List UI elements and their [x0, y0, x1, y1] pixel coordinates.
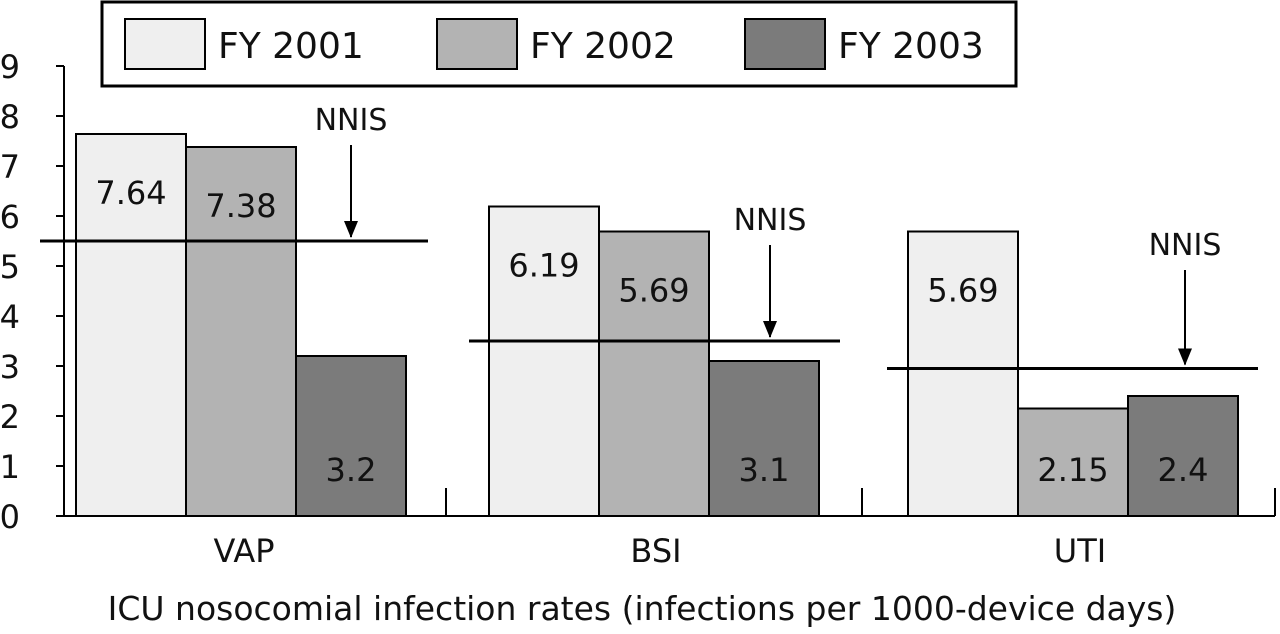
nnis-arrow-head [763, 321, 777, 338]
bar [708, 360, 820, 517]
legend-swatch [436, 18, 518, 70]
legend-entry: FY 2002 [530, 26, 676, 67]
nnis-arrow-head [1178, 348, 1192, 366]
y-tick-label: 9 [0, 48, 20, 86]
bar [1127, 395, 1239, 517]
bar [185, 146, 297, 517]
x-axis-title: ICU nosocomial infection rates (infectio… [108, 589, 1177, 628]
bar-value-label: 5.69 [618, 272, 689, 310]
bar-value-label: 2.15 [1037, 451, 1108, 489]
y-tick-label: 1 [0, 448, 20, 486]
bar-value-label: 6.19 [508, 247, 579, 285]
nnis-arrow-head [344, 221, 358, 238]
y-tick-label: 8 [0, 98, 20, 136]
bar-value-label: 3.1 [739, 451, 790, 489]
bar [598, 230, 710, 517]
bars: 7.64 7.38 3.2 6.19 5.69 3.1 5.69 2.15 2.4 [75, 133, 1239, 517]
bar [75, 133, 187, 517]
y-tick-label: 7 [0, 148, 20, 186]
y-tick-label: 4 [0, 298, 20, 336]
legend-entry: FY 2003 [838, 26, 984, 67]
x-category-label: VAP [213, 532, 274, 570]
x-category-label: BSI [630, 532, 681, 570]
bar-value-label: 5.69 [927, 272, 998, 310]
bar [488, 205, 600, 517]
nnis-label: NNIS [1149, 228, 1222, 263]
y-tick-label: 5 [0, 248, 20, 286]
nnis-label: NNIS [734, 203, 807, 238]
y-tick-label: 2 [0, 398, 20, 436]
x-axis: VAP BSI UTI [64, 488, 1276, 570]
legend-entry: FY 2001 [218, 26, 364, 67]
legend-swatch [744, 18, 826, 70]
bar [1017, 407, 1129, 517]
bar [907, 230, 1019, 517]
bar [295, 355, 407, 517]
y-tick-label: 0 [0, 498, 20, 536]
bar-value-label: 3.2 [326, 451, 377, 489]
nnis-label: NNIS [315, 103, 388, 138]
bar-value-label: 7.64 [95, 174, 166, 212]
legend-box [100, 0, 1018, 88]
legend: FY 2001 FY 2002 FY 2003 [100, 0, 1018, 88]
y-axis: 0 1 2 3 4 5 6 7 8 9 [0, 48, 65, 536]
nnis-reference-lines: NNIS NNIS NNIS [40, 103, 1258, 370]
legend-swatch [124, 18, 206, 70]
y-tick-label: 3 [0, 348, 20, 386]
y-tick-label: 6 [0, 198, 20, 236]
bar-value-label: 2.4 [1158, 451, 1209, 489]
bar-value-label: 7.38 [205, 187, 276, 225]
x-category-label: UTI [1054, 532, 1106, 570]
